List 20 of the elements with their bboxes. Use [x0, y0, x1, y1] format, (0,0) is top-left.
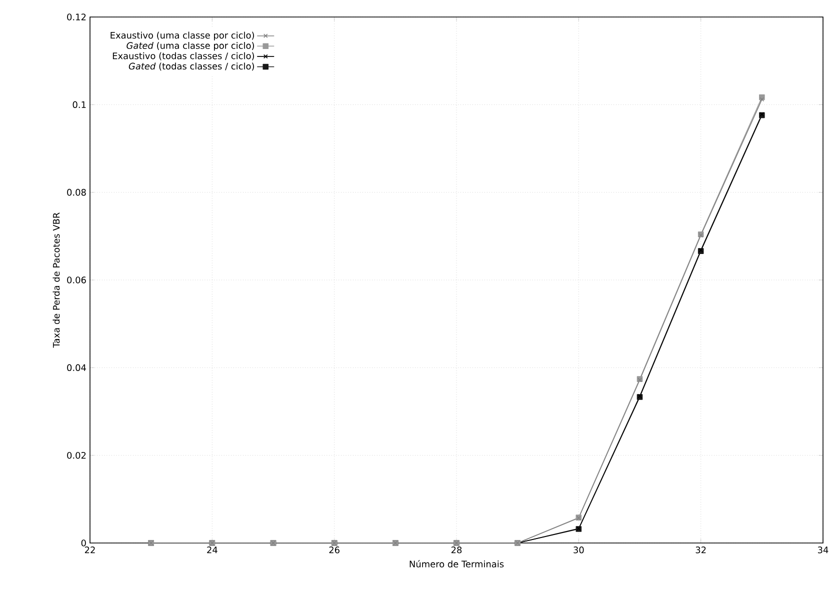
x-tick-label: 26 [329, 546, 340, 554]
y-tick-label: 0.04 [67, 364, 86, 372]
y-tick-label: 0.02 [67, 452, 86, 459]
x-tick-label: 32 [696, 546, 706, 554]
y-tick-label: 0 [81, 540, 86, 546]
legend-label: Gated (uma classe por ciclo) [126, 42, 254, 51]
y-tick-label: 0.12 [67, 14, 86, 20]
y-tick-label: 0.1 [72, 101, 86, 108]
y-tick-label: 0.06 [67, 276, 86, 284]
x-tick-label: 22 [84, 546, 95, 554]
x-tick-label: 24 [207, 546, 218, 554]
legend-label: Exaustivo (todas classes / ciclo) [112, 52, 254, 60]
x-axis-title: Número de Terminais [410, 560, 504, 568]
x-tick-label: 30 [574, 546, 584, 554]
x-tick-label: 34 [818, 546, 828, 554]
y-axis-title: Taxa de Perda de Pacotes VBR [52, 212, 60, 348]
legend-label: Gated (todas classes / ciclo) [128, 62, 254, 71]
y-tick-label: 0.08 [67, 188, 86, 196]
legend-label: Exaustivo (uma classe por ciclo) [110, 32, 254, 40]
x-tick-label: 28 [451, 546, 462, 554]
